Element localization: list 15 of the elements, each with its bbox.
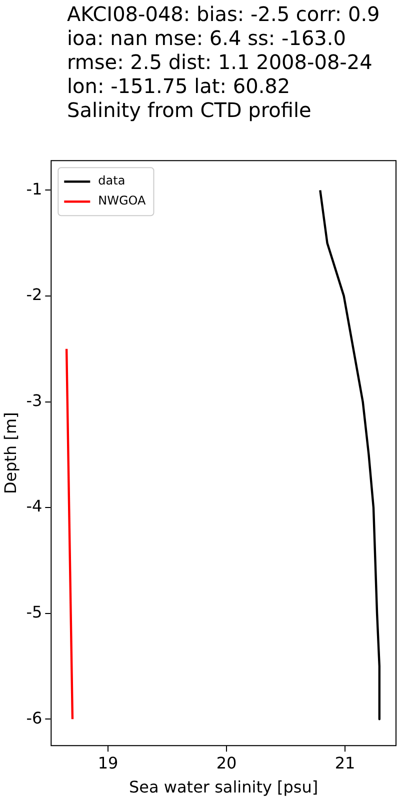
y-tick-label: -3 [26, 390, 42, 410]
chart-subtitle: Salinity from CTD profile [67, 98, 312, 122]
x-tick-label: 21 [334, 753, 356, 772]
y-axis-title: Depth [m] [0, 412, 20, 494]
y-tick-label: -1 [26, 179, 42, 198]
x-tick-label: 19 [98, 753, 118, 772]
x-tick-label: 20 [216, 753, 237, 772]
y-tick-label: -6 [26, 708, 42, 728]
y-tick-label: -4 [26, 496, 42, 516]
x-axis-title: Sea water salinity [psu] [129, 778, 318, 797]
y-tick-label: -5 [26, 602, 42, 622]
y-tick-label: -2 [26, 285, 42, 304]
chart-title: AKCI08-048: bias: -2.5 corr: 0.9 ioa: nan mse: 6.4 ss: -163.0 rmse: 2.5 dist: 1.1 2008-08-24 lon: -151.75 lat: 60.82 [67, 2, 381, 98]
legend-label: data [98, 174, 126, 188]
legend-label: NWGOA [98, 194, 147, 208]
